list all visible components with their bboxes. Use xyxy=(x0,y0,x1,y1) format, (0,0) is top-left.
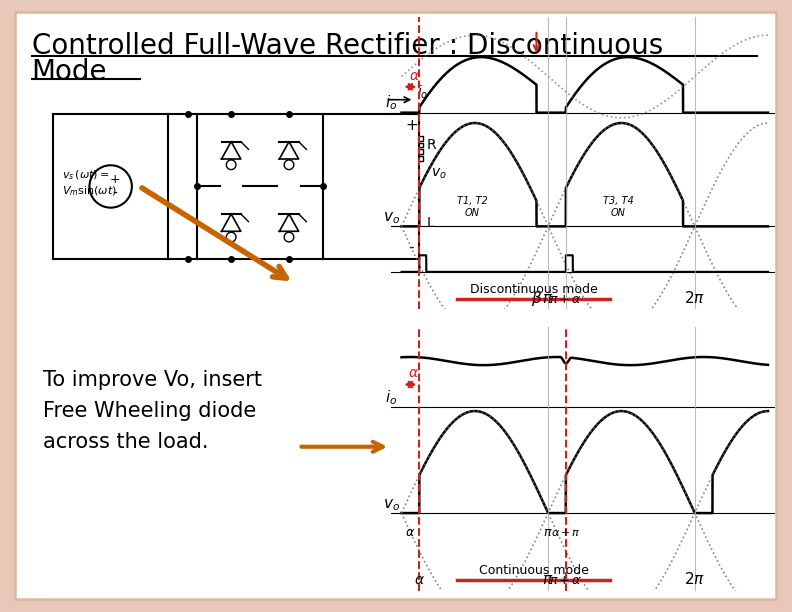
Text: $i_o$: $i_o$ xyxy=(385,388,398,406)
Text: T1, T2
ON: T1, T2 ON xyxy=(456,196,487,218)
Text: R: R xyxy=(427,138,436,152)
Text: $\pi+\alpha$: $\pi+\alpha$ xyxy=(550,575,582,588)
Text: $i_o$: $i_o$ xyxy=(385,94,398,112)
Text: Discontinuous mode: Discontinuous mode xyxy=(470,283,597,296)
Text: -: - xyxy=(409,240,414,255)
Text: $V_m\sin(\omega t)$: $V_m\sin(\omega t)$ xyxy=(63,184,117,198)
Text: $\pi$: $\pi$ xyxy=(543,572,554,588)
Text: $\alpha$: $\alpha$ xyxy=(409,69,420,83)
Text: $\alpha$: $\alpha$ xyxy=(413,573,425,588)
Text: $\alpha$: $\alpha$ xyxy=(408,367,419,381)
Text: $\alpha$: $\alpha$ xyxy=(406,526,416,539)
Text: $v_o$: $v_o$ xyxy=(383,210,400,226)
Text: Continuous mode: Continuous mode xyxy=(478,564,588,577)
Text: $\pi+\alpha$: $\pi+\alpha$ xyxy=(550,293,582,306)
Text: $2\pi$: $2\pi$ xyxy=(684,572,706,588)
Text: $\pi$: $\pi$ xyxy=(543,291,554,306)
Text: $\beta$: $\beta$ xyxy=(531,289,542,308)
Text: $\alpha+\pi$: $\alpha+\pi$ xyxy=(551,526,581,537)
Text: L: L xyxy=(427,215,435,230)
Text: $i_o$: $i_o$ xyxy=(417,84,428,101)
Text: Controlled Full-Wave Rectifier : Discontinuous: Controlled Full-Wave Rectifier : Discont… xyxy=(32,32,663,60)
Text: $\pi$: $\pi$ xyxy=(543,526,553,539)
Text: +: + xyxy=(109,173,120,186)
Text: Mode: Mode xyxy=(32,58,107,86)
Text: $v_s\,(\omega t) =$: $v_s\,(\omega t) =$ xyxy=(63,168,110,182)
Text: $v_o$: $v_o$ xyxy=(383,497,400,513)
Text: +: + xyxy=(405,118,418,133)
Text: T3, T4
ON: T3, T4 ON xyxy=(604,196,634,218)
Text: To improve Vo, insert
Free Wheeling diode
across the load.: To improve Vo, insert Free Wheeling diod… xyxy=(44,370,262,452)
Text: $v_o$: $v_o$ xyxy=(431,167,447,181)
Text: -: - xyxy=(112,187,117,201)
Text: $2\pi$: $2\pi$ xyxy=(684,290,706,306)
